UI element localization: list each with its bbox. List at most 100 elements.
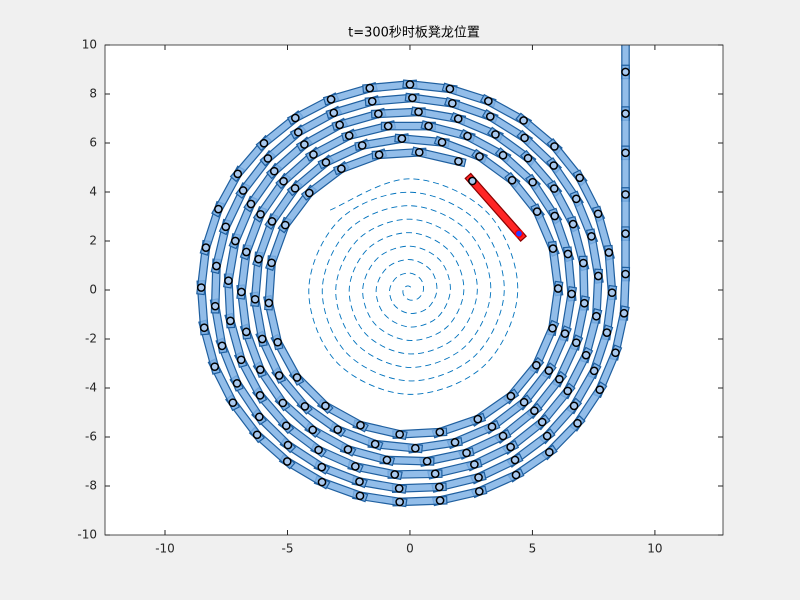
handle-point — [447, 98, 457, 108]
handle-point — [506, 391, 516, 401]
handle-point — [573, 418, 582, 428]
chart-title: t=300秒时板凳龙位置 — [348, 25, 480, 41]
handle-point — [408, 93, 417, 103]
handle-point — [304, 188, 314, 198]
handle-point — [221, 222, 231, 232]
handle-point — [199, 323, 209, 333]
y-tick-label: -8 — [85, 479, 97, 493]
handle-point — [435, 427, 445, 437]
handle-point — [230, 236, 240, 246]
handle-point — [571, 338, 581, 348]
handle-point — [308, 425, 318, 435]
handle-point — [621, 148, 630, 158]
handle-point — [321, 158, 331, 167]
handle-point — [511, 470, 521, 480]
handle-point — [267, 258, 276, 268]
handle-point — [314, 445, 323, 455]
handle-point — [255, 391, 265, 400]
handle-point — [621, 229, 630, 238]
handle-point — [281, 421, 291, 431]
handle-point — [238, 186, 248, 195]
handle-point — [300, 402, 310, 411]
handle-point — [607, 288, 617, 298]
handle-point — [537, 417, 547, 427]
handle-point — [278, 398, 288, 408]
handle-point — [259, 138, 269, 148]
handle-point — [542, 431, 552, 441]
y-tick-label: 0 — [89, 283, 97, 297]
handle-point — [367, 97, 377, 106]
handle-point — [269, 166, 279, 176]
handle-point — [250, 294, 260, 304]
handle-point — [592, 311, 601, 321]
handle-point — [355, 491, 365, 501]
handle-point — [257, 334, 267, 344]
handle-point — [528, 177, 538, 187]
board — [464, 172, 528, 242]
handle-point — [212, 261, 221, 271]
handle-point — [321, 401, 330, 411]
handle-point — [370, 439, 380, 449]
handle-point — [394, 484, 404, 493]
handle-point — [395, 429, 405, 439]
y-tick-label: 4 — [89, 185, 97, 199]
handle-point — [309, 150, 318, 159]
handle-point — [498, 431, 508, 441]
handle-point — [568, 219, 578, 229]
handle-point — [483, 96, 493, 106]
handle-point — [355, 477, 364, 486]
handle-point — [621, 190, 630, 199]
handle-point — [410, 443, 420, 453]
handle-point — [256, 209, 265, 219]
handle-point — [571, 194, 581, 204]
handle-point — [397, 134, 407, 143]
handle-point — [343, 445, 353, 454]
handle-point — [317, 477, 327, 487]
handle-point — [619, 308, 629, 318]
handle-point — [593, 209, 603, 219]
handle-point — [224, 276, 233, 286]
handle-point — [593, 271, 603, 281]
handle-point — [611, 348, 620, 358]
handle-point — [350, 462, 360, 471]
handle-point — [487, 422, 497, 432]
handle-point — [435, 482, 444, 492]
handle-point — [333, 425, 343, 434]
handle-point — [226, 316, 235, 326]
handle-point — [567, 289, 576, 299]
handle-point — [589, 366, 599, 376]
handle-point — [283, 440, 293, 450]
handle-point — [581, 350, 591, 360]
handle-point — [422, 456, 432, 466]
handle-point — [365, 83, 375, 93]
handle-point — [228, 398, 238, 408]
handle-point — [196, 283, 206, 292]
handle-point — [255, 365, 265, 374]
handle-point — [214, 204, 223, 214]
handle-point — [210, 362, 220, 372]
handle-point — [579, 258, 588, 268]
handle-point — [317, 462, 327, 472]
handle-point — [450, 438, 460, 447]
y-tick-label: -6 — [85, 430, 97, 444]
handle-point — [519, 397, 529, 407]
handle-point — [264, 298, 274, 308]
handle-point — [254, 254, 263, 264]
x-tick-label: 5 — [529, 542, 537, 556]
handle-point — [290, 183, 300, 193]
handle-point — [498, 150, 508, 160]
handle-point — [344, 131, 354, 140]
handle-point — [236, 355, 246, 365]
handle-point — [550, 142, 559, 151]
handle-point — [548, 244, 558, 253]
handle-point — [337, 164, 346, 174]
handle-point — [293, 127, 303, 137]
handle-point — [280, 220, 290, 230]
handle-point — [548, 323, 557, 333]
y-tick-label: 8 — [89, 87, 97, 101]
handle-point — [335, 120, 345, 130]
handle-point — [414, 107, 423, 117]
handle-point — [282, 457, 292, 466]
handle-point — [241, 327, 251, 337]
handle-point — [523, 153, 533, 163]
